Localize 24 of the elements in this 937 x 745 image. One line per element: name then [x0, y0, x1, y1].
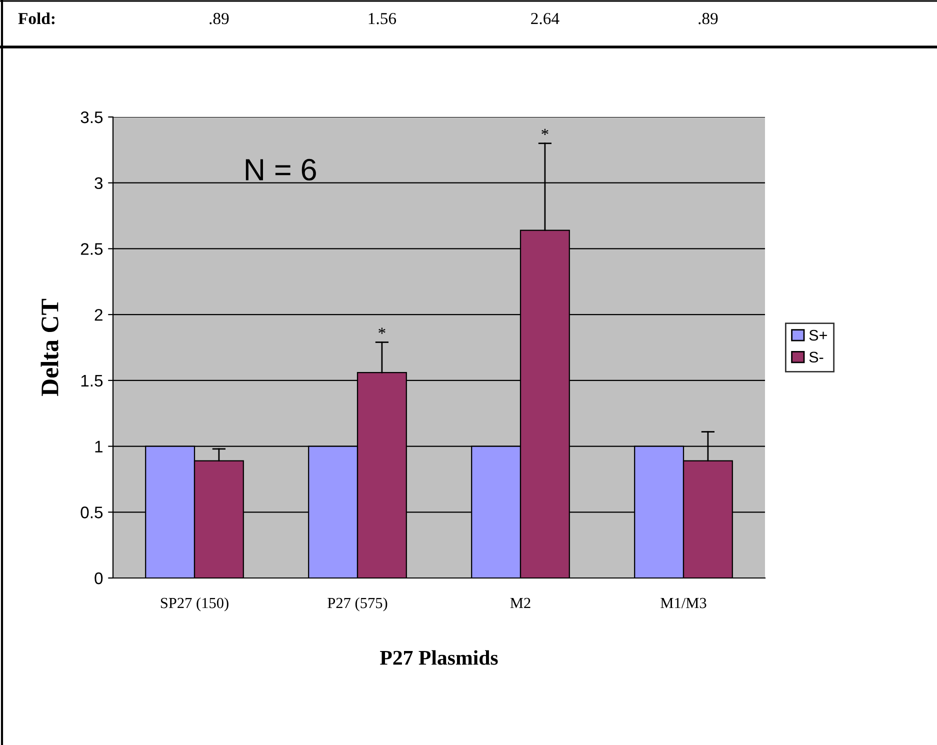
data-label: 1.56 [368, 12, 396, 24]
annotation: N = 6 [246, 158, 316, 181]
annotation: * [542, 128, 548, 135]
annotation: * [378, 328, 386, 334]
x-tick-label: SP27 (150) [160, 597, 228, 612]
legend-label: S+ [809, 330, 827, 341]
text: Fold: [18, 12, 54, 24]
y-tick-label: 2.5 [80, 243, 103, 255]
data-label: .89 [210, 12, 229, 24]
x-tick-label: P27 (575) [328, 597, 388, 612]
x-tick-label: M1/M3 [660, 598, 706, 608]
data-label: .89 [698, 12, 718, 24]
x-axis-title: P27 Plasmids [380, 650, 498, 665]
y-tick-label: 3 [94, 177, 103, 190]
legend-label: S- [809, 352, 824, 363]
y-axis-title: Delta CT [40, 298, 58, 396]
y-tick-label: 0 [94, 572, 103, 584]
y-tick-label: 3.5 [80, 111, 103, 124]
x-tick-label: M2 [510, 598, 530, 608]
y-tick-label: 0.5 [80, 506, 103, 518]
y-tick-label: 2 [94, 308, 102, 321]
y-tick-label: 1.5 [81, 375, 103, 387]
data-label: 2.64 [531, 12, 560, 24]
y-tick-label: 1 [95, 440, 102, 452]
